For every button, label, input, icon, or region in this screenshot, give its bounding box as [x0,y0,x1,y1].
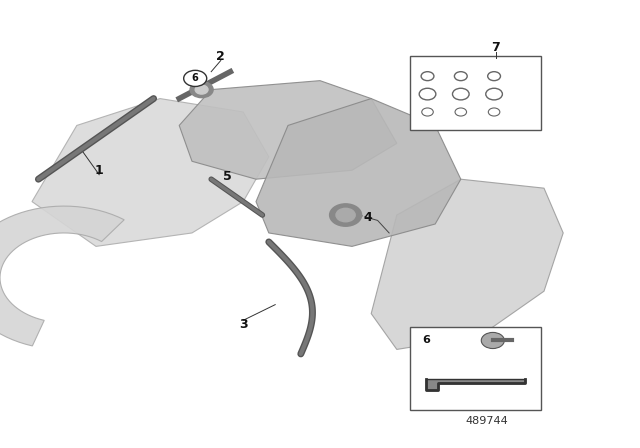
Polygon shape [256,99,461,246]
Text: 4: 4 [364,211,372,224]
Text: 3: 3 [239,318,248,332]
Text: 2: 2 [216,49,225,63]
Polygon shape [371,179,563,349]
Text: 7: 7 [492,40,500,54]
Circle shape [184,70,207,86]
Text: 6: 6 [422,336,430,345]
Polygon shape [32,99,269,246]
Circle shape [330,204,362,226]
Polygon shape [0,206,124,346]
Polygon shape [179,81,397,179]
Circle shape [481,332,504,349]
Circle shape [336,208,355,222]
FancyBboxPatch shape [410,56,541,130]
FancyBboxPatch shape [410,327,541,410]
Text: 1: 1 [95,164,104,177]
Text: 489744: 489744 [465,416,508,426]
Circle shape [195,85,208,94]
Text: 5: 5 [223,170,232,184]
Text: 6: 6 [192,73,198,83]
Circle shape [190,82,213,98]
Polygon shape [426,379,525,390]
